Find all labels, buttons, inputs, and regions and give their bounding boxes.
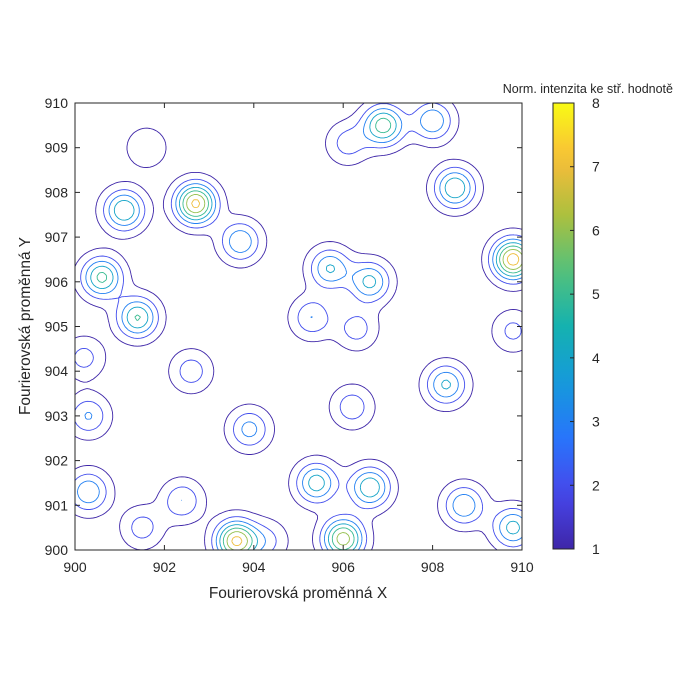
y-tick-label: 909 xyxy=(45,140,69,156)
colorbar-tick-label: 4 xyxy=(592,350,600,366)
x-axis-ticks: 900 902 904 906 908 910 xyxy=(63,103,534,575)
contour-level-6 xyxy=(186,194,522,550)
colorbar-tick-label: 6 xyxy=(592,222,600,238)
x-tick-label: 906 xyxy=(332,559,356,575)
y-axis-ticks: 900 901 902 903 904 905 906 907 908 909 910 xyxy=(45,95,522,558)
contour-lines xyxy=(75,103,522,550)
colorbar-label: Norm. intenzita ke stř. hodnotě xyxy=(503,82,673,96)
y-tick-label: 900 xyxy=(45,542,69,558)
colorbar-tick-label: 5 xyxy=(592,286,600,302)
contour-level-2 xyxy=(75,103,522,550)
x-tick-label: 910 xyxy=(510,559,534,575)
y-tick-label: 904 xyxy=(45,363,69,379)
colorbar-tick-label: 7 xyxy=(592,159,600,175)
contour-level-4 xyxy=(90,112,522,550)
x-axis-label: Fourierovská proměnná X xyxy=(209,585,388,602)
x-tick-label: 908 xyxy=(421,559,445,575)
colorbar-tick-label: 2 xyxy=(592,477,600,493)
y-tick-label: 905 xyxy=(45,319,69,335)
y-tick-label: 910 xyxy=(45,95,69,111)
colorbar xyxy=(553,103,574,549)
x-tick-label: 904 xyxy=(242,559,266,575)
contour-level-7 xyxy=(191,199,520,546)
colorbar-frame xyxy=(552,102,575,550)
y-tick-label: 902 xyxy=(45,453,69,469)
colorbar-ticks: 1 2 3 4 5 6 7 8 xyxy=(570,95,600,557)
y-tick-label: 906 xyxy=(45,274,69,290)
y-tick-label: 901 xyxy=(45,497,69,513)
contour-level-5 xyxy=(96,117,522,550)
colorbar-tick-label: 1 xyxy=(592,541,600,557)
x-tick-label: 902 xyxy=(153,559,177,575)
contour-level-1 xyxy=(75,103,522,550)
contour-level-3 xyxy=(77,108,522,550)
colorbar-tick-label: 8 xyxy=(592,95,600,111)
y-tick-label: 907 xyxy=(45,229,69,245)
colorbar-tick-label: 3 xyxy=(592,414,600,430)
x-tick-label: 900 xyxy=(63,559,87,575)
y-tick-label: 903 xyxy=(45,408,69,424)
y-tick-label: 908 xyxy=(45,184,69,200)
y-axis-label: Fourierovská proměnná Y xyxy=(17,237,34,415)
